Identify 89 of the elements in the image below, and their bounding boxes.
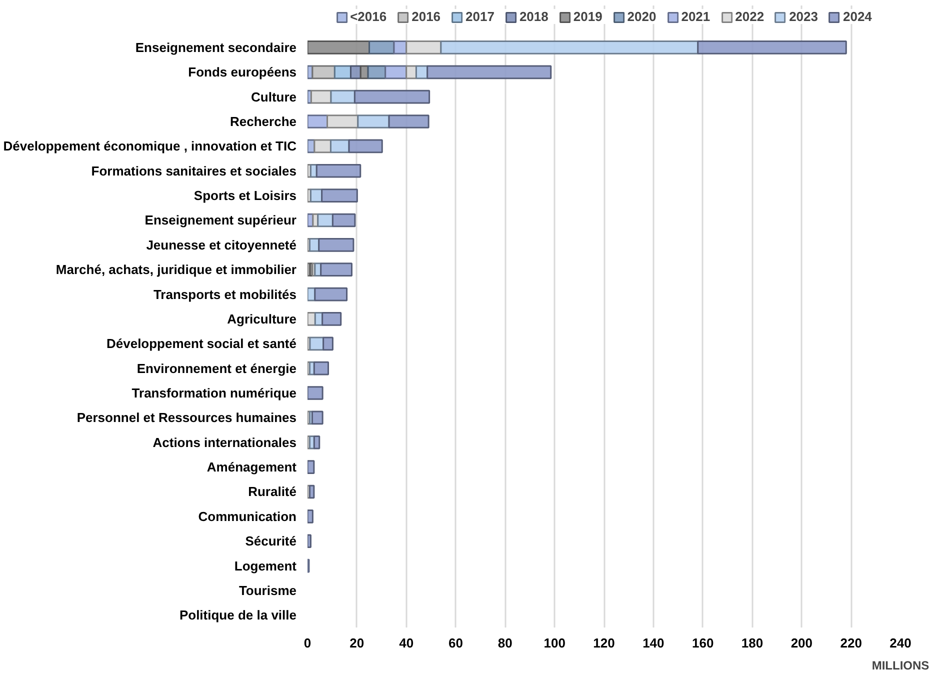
bar xyxy=(388,114,430,128)
bar xyxy=(308,460,315,474)
bar xyxy=(318,238,354,252)
bar xyxy=(308,484,315,499)
bar xyxy=(308,510,314,524)
y-tick-label: Aménagement xyxy=(206,460,298,475)
bar xyxy=(426,65,552,80)
y-tick-label: Enseignement secondaire xyxy=(135,40,297,55)
bar xyxy=(308,40,370,54)
bar xyxy=(332,213,356,228)
legend-label: 2019 xyxy=(573,9,602,24)
y-tick-label: Personnel et Ressources humaines xyxy=(76,410,297,426)
bar xyxy=(350,65,362,80)
y-tick-label: Formations sanitaires et sociales xyxy=(91,163,297,178)
x-tick-label: 60 xyxy=(448,636,463,650)
bar xyxy=(316,164,362,178)
x-tick-label: 140 xyxy=(642,636,664,650)
legend-label: <2016 xyxy=(350,9,387,24)
y-tick-label: Environnement et énergie xyxy=(136,360,297,376)
y-tick-label: Marché, achats, juridique et immobilier xyxy=(56,262,297,278)
bar xyxy=(322,336,334,351)
bar xyxy=(313,435,320,450)
legend-label: 2017 xyxy=(466,9,494,24)
bar xyxy=(314,139,332,154)
y-tick-label: Politique de la ville xyxy=(179,608,297,623)
y-tick-label: Fonds européens xyxy=(188,64,297,80)
bar xyxy=(440,40,699,54)
y-tick-label: Tourisme xyxy=(238,582,297,598)
y-tick-label: Sports et Loisirs xyxy=(194,188,296,204)
y-tick-label: Recherche xyxy=(230,114,297,130)
y-tick-label: Enseignement supérieur xyxy=(144,212,297,228)
x-tick-label: 180 xyxy=(741,636,764,650)
bar xyxy=(330,139,350,154)
legend-label: 2016 xyxy=(412,9,441,24)
legend-label: 2024 xyxy=(842,9,872,24)
y-tick-label: Développement économique , innovation et TIC xyxy=(3,138,298,154)
y-tick-label: Ruralité xyxy=(248,484,297,500)
bar xyxy=(357,114,390,128)
y-tick-label: Logement xyxy=(234,558,298,574)
y-tick-label: Agriculture xyxy=(227,311,296,326)
bar xyxy=(312,65,336,80)
x-tick-label: 80 xyxy=(498,636,512,650)
bar xyxy=(354,90,430,104)
x-tick-label: 200 xyxy=(790,636,813,650)
bar xyxy=(308,386,324,400)
bar xyxy=(334,65,352,80)
bar xyxy=(415,65,428,80)
bar xyxy=(322,312,342,326)
y-tick-label: Communication xyxy=(198,508,297,524)
x-tick-label: 240 xyxy=(890,636,912,650)
bar xyxy=(406,40,442,54)
x-tick-label: 20 xyxy=(350,636,364,650)
bar xyxy=(330,90,356,104)
bar xyxy=(368,40,395,54)
legend-label: 2022 xyxy=(735,9,764,24)
legend-label: 2021 xyxy=(681,9,710,24)
y-tick-label: Transports et mobilités xyxy=(153,286,297,302)
x-tick-label: 160 xyxy=(692,636,714,650)
bar xyxy=(314,287,348,302)
bar xyxy=(697,40,847,54)
x-tick-label: 120 xyxy=(593,636,615,650)
bar xyxy=(309,336,324,351)
bar xyxy=(313,361,330,376)
legend-label: 2020 xyxy=(627,9,656,24)
bar xyxy=(308,534,312,548)
bar xyxy=(311,410,324,425)
x-axis-title: MILLIONS xyxy=(872,658,930,672)
x-tick-label: 0 xyxy=(304,636,312,650)
bar xyxy=(384,65,408,80)
bar xyxy=(321,188,358,202)
bar xyxy=(308,114,328,128)
bar xyxy=(367,65,386,80)
bar xyxy=(310,90,332,104)
legend-label: 2023 xyxy=(789,9,818,24)
y-tick-label: Actions internationales xyxy=(152,434,296,450)
bar xyxy=(348,139,383,154)
bar xyxy=(393,40,408,54)
bar xyxy=(317,213,334,228)
x-tick-label: 100 xyxy=(544,636,566,650)
bar xyxy=(406,65,417,80)
legend-label: 2018 xyxy=(519,9,548,24)
x-tick-label: 40 xyxy=(399,636,414,650)
y-tick-label: Jeunesse et citoyenneté xyxy=(146,237,297,252)
bar xyxy=(320,262,352,277)
x-tick-label: 220 xyxy=(840,636,862,650)
y-tick-label: Sécurité xyxy=(245,534,297,549)
y-tick-label: Développement social et santé xyxy=(106,336,297,352)
y-tick-label: Transformation numérique xyxy=(132,386,297,401)
y-tick-label: Culture xyxy=(251,89,296,104)
